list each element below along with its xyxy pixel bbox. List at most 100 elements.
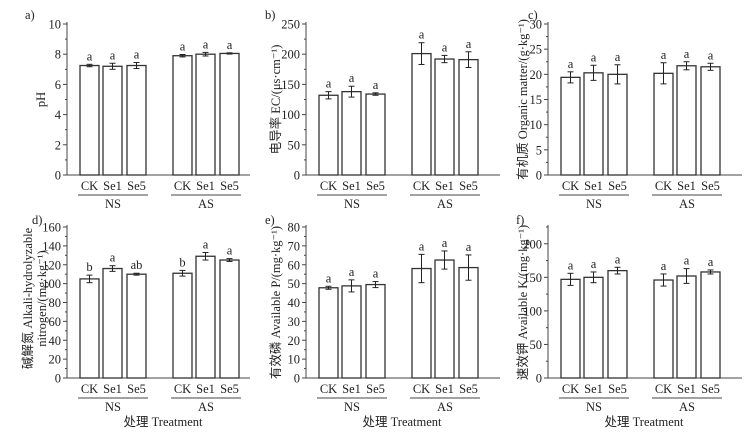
bar-NS-CK (318, 287, 339, 379)
x-tick-label: CK (320, 382, 337, 396)
group-label: AS (679, 197, 695, 211)
significance-letter: a (373, 78, 379, 92)
group-label: NS (105, 400, 121, 414)
y-tick-label: 60 (49, 315, 62, 329)
bar-NS-Se1 (102, 65, 123, 176)
bar-AS-Se1 (434, 58, 455, 176)
x-tick-label: Se1 (196, 179, 215, 193)
bar-NS-Se5 (126, 64, 147, 176)
panel-label: b) (265, 8, 275, 22)
significance-letter: a (349, 71, 355, 85)
bar-AS-CK (172, 272, 193, 379)
panel-label: d) (32, 213, 42, 227)
x-tick-label: Se1 (584, 382, 603, 396)
x-axis-label: 处理 Treatment (123, 415, 203, 429)
panel-a: a) 0 2 4 6 8 10 pH a CK a Se1 a Se5 NS a CK a Se1 a Se5 AS (25, 8, 250, 211)
y-tick-label: 150 (281, 78, 300, 92)
y-tick-label: 30 (288, 315, 301, 329)
significance-letter: a (87, 49, 93, 63)
bar-AS-Se1 (195, 53, 216, 176)
significance-letter: a (203, 37, 209, 51)
x-tick-label: CK (320, 179, 337, 193)
bar-NS-Se1 (583, 276, 604, 379)
y-tick-label: 10 (288, 353, 301, 367)
x-tick-label: Se5 (459, 179, 478, 193)
significance-letter: a (466, 37, 472, 51)
significance-letter: a (227, 38, 233, 52)
bar-NS-Se1 (341, 90, 362, 176)
significance-letter: a (684, 254, 690, 268)
bar-NS-CK (318, 94, 339, 176)
bar-NS-Se1 (583, 72, 604, 176)
x-tick-label: CK (413, 382, 430, 396)
x-tick-label: Se5 (608, 179, 627, 193)
bar-AS-Se1 (195, 255, 216, 379)
y-tick-label: 0 (55, 372, 61, 386)
x-tick-label: CK (81, 179, 98, 193)
panel-label: f) (516, 213, 524, 227)
x-tick-label: CK (562, 382, 579, 396)
x-tick-label: CK (413, 179, 430, 193)
x-tick-label: CK (655, 382, 672, 396)
panel-label: c) (528, 8, 538, 22)
y-tick-label: 80 (288, 221, 301, 235)
group-label: AS (198, 197, 214, 211)
y-tick-label: 0 (536, 372, 542, 386)
x-tick-label: Se1 (435, 382, 454, 396)
significance-letter: a (466, 240, 472, 254)
x-tick-label: Se5 (366, 179, 385, 193)
y-tick-label: 20 (530, 68, 543, 82)
x-tick-label: Se1 (677, 179, 696, 193)
y-tick-label: 200 (523, 237, 542, 251)
significance-letter: a (134, 48, 140, 62)
x-tick-label: Se1 (584, 179, 603, 193)
y-tick-label: 5 (536, 143, 542, 157)
x-tick-label: Se1 (342, 179, 361, 193)
x-tick-label: Se5 (366, 382, 385, 396)
significance-letter: a (661, 48, 667, 62)
significance-letter: a (442, 40, 448, 54)
significance-letter: a (591, 257, 597, 271)
significance-letter: a (349, 265, 355, 279)
bar-NS-Se5 (607, 73, 628, 176)
panel-b: b) 0 50 100 150 200 250 电导率 EC/(μs·cm⁻¹) a CK a Se1… (265, 8, 500, 211)
y-tick-label: 120 (42, 258, 61, 272)
y-axis-label-line2: nitrogen/(mg·kg⁻¹) (35, 250, 49, 346)
bar-NS-CK (560, 76, 581, 176)
significance-letter: a (326, 271, 332, 285)
x-tick-label: CK (81, 382, 98, 396)
significance-letter: a (419, 28, 425, 42)
y-axis-label: 有效磷 Available P/(mg·kg⁻¹) (268, 226, 283, 379)
significance-letter: a (568, 258, 574, 272)
bar-NS-CK (79, 64, 100, 176)
significance-letter: b (179, 255, 185, 269)
significance-letter: a (203, 237, 209, 251)
x-tick-label: Se5 (701, 382, 720, 396)
group-label: NS (344, 197, 360, 211)
x-tick-label: Se5 (701, 179, 720, 193)
bar-AS-Se5 (458, 266, 479, 379)
significance-letter: a (708, 255, 714, 269)
panel-label: a) (25, 8, 35, 22)
bar-NS-Se5 (126, 273, 147, 379)
x-tick-label: Se5 (127, 179, 146, 193)
y-tick-label: 50 (288, 138, 301, 152)
bar-NS-Se5 (365, 93, 386, 176)
bar-AS-CK (172, 55, 193, 176)
y-tick-label: 20 (49, 353, 62, 367)
significance-letter: a (684, 47, 690, 61)
y-tick-label: 10 (49, 18, 62, 32)
group-label: AS (437, 400, 453, 414)
y-tick-label: 0 (294, 169, 300, 183)
significance-letter: a (110, 251, 116, 265)
bar-AS-Se5 (458, 58, 479, 176)
x-axis-label: 处理 Treatment (362, 415, 442, 429)
bar-NS-CK (79, 278, 100, 379)
bar-NS-Se5 (607, 269, 628, 379)
y-tick-label: 8 (55, 48, 61, 62)
y-tick-label: 2 (55, 138, 61, 152)
bar-AS-CK (411, 52, 432, 176)
bar-AS-Se5 (700, 271, 721, 379)
